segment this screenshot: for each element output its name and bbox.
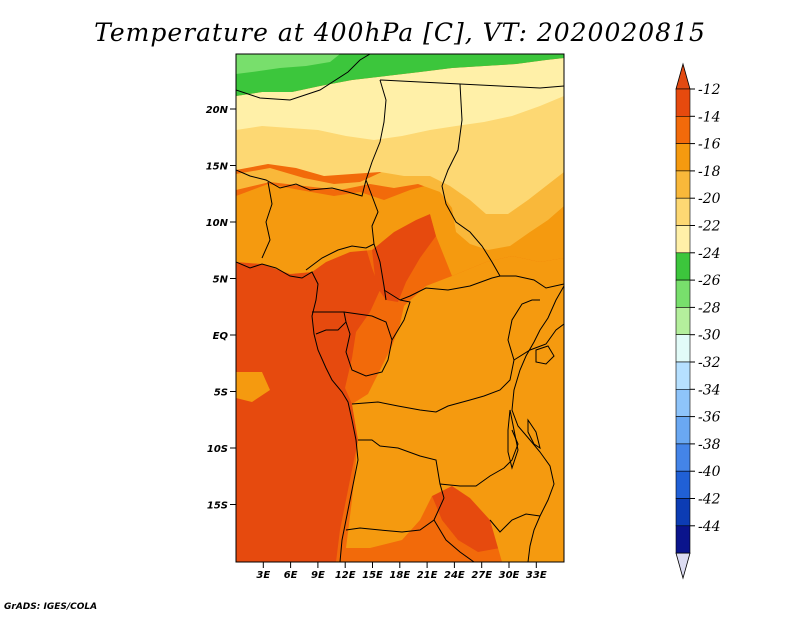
- colorbar-label: -22: [698, 219, 721, 235]
- lon-label: 3E: [256, 570, 270, 581]
- lon-label: 21E: [417, 570, 438, 581]
- credit-label: GrADS: IGES/COLA: [4, 602, 98, 612]
- temperature-field: [236, 54, 564, 562]
- field-band-minus-12: [236, 248, 380, 562]
- border: [459, 83, 564, 89]
- colorbar-segment: [675, 197, 691, 226]
- border: [379, 79, 564, 289]
- lon-label: 6E: [284, 570, 298, 581]
- border: [489, 513, 541, 533]
- colorbar-label: -18: [698, 164, 721, 180]
- lake-outline: [535, 345, 555, 365]
- lon-label: 9E: [311, 570, 325, 581]
- lat-label: EQ: [213, 331, 229, 342]
- border: [358, 439, 445, 499]
- colorbar-label: -14: [698, 109, 721, 125]
- country-borders: [236, 54, 564, 562]
- colorbar-label: -20: [698, 191, 721, 207]
- lat-label: 10N: [206, 218, 229, 229]
- border: [383, 275, 501, 301]
- field-band-minus-24: [236, 54, 564, 96]
- lat-label: 10S: [207, 444, 228, 455]
- lake-outline: [507, 409, 519, 470]
- colorbar-label: -34: [698, 382, 721, 398]
- border: [433, 519, 475, 562]
- lat-label: 15N: [206, 162, 229, 173]
- lat-label: 5S: [214, 388, 228, 399]
- field-band-minus-16: [236, 372, 270, 402]
- colorbar-label: -36: [698, 410, 721, 426]
- colorbar-segment: [675, 170, 691, 199]
- colorbar-segment: [675, 443, 691, 472]
- lon-label: 18E: [389, 570, 410, 581]
- colorbar-segment: [675, 143, 691, 172]
- border: [365, 79, 387, 301]
- colorbar-label: -42: [698, 492, 721, 508]
- colorbar-segment: [675, 416, 691, 445]
- colorbar-label: -12: [698, 82, 721, 98]
- field-band-minus-22: [236, 58, 564, 140]
- colorbar-segment: [675, 334, 691, 363]
- colorbar-label: -32: [698, 355, 721, 371]
- border: [305, 243, 375, 271]
- colorbar-label: -28: [698, 300, 721, 316]
- lon-label: 27E: [471, 570, 492, 581]
- lat-label: 20N: [206, 105, 229, 116]
- border: [343, 311, 393, 377]
- lon-label: 30E: [499, 570, 520, 581]
- lake-outline: [527, 418, 541, 450]
- colorbar-segment: [675, 116, 691, 144]
- colorbar-segment: [675, 361, 691, 390]
- border: [236, 54, 371, 101]
- lat-label: 15S: [207, 501, 228, 512]
- colorbar-label: -26: [698, 273, 721, 289]
- longitude-axis: 3E 6E 9E 12E 15E 18E 21E 24E 27E 30E 33E: [256, 562, 547, 581]
- chart-title: Temperature at 400hPa [C], VT: 202002081…: [94, 18, 706, 47]
- colorbar-segment: [675, 470, 691, 499]
- lon-label: 15E: [362, 570, 383, 581]
- colorbar-bottom-triangle: [675, 552, 691, 580]
- coastline: [236, 261, 359, 562]
- border: [236, 169, 367, 197]
- border: [513, 323, 564, 361]
- colorbar-top-triangle: [675, 62, 691, 90]
- colorbar-segment: [675, 279, 691, 308]
- lon-label: 12E: [335, 570, 356, 581]
- border: [261, 181, 273, 259]
- colorbar-segment: [675, 525, 691, 554]
- field-band-minus-12: [432, 486, 500, 552]
- colorbar-label: -24: [698, 246, 721, 262]
- colorbar-segment: [675, 307, 691, 335]
- colorbar-segment: [675, 252, 691, 281]
- colorbar-label: -40: [698, 464, 721, 480]
- lon-label: 33E: [526, 570, 547, 581]
- colorbar-segment: [675, 498, 691, 527]
- border: [391, 299, 411, 341]
- border: [351, 299, 540, 413]
- colorbar-segment: [675, 88, 691, 117]
- colorbar: -12 -14 -16 -18 -20 -22 -24 -26 -28 -30 -32 -34 -36 -…: [675, 62, 721, 580]
- latitude-axis: 20N 15N 10N 5N EQ 5S 10S 15S: [206, 105, 236, 512]
- colorbar-label: -44: [698, 519, 721, 535]
- colorbar-label: -16: [698, 137, 721, 153]
- colorbar-label: -38: [698, 437, 721, 453]
- colorbar-segment: [675, 225, 691, 254]
- lat-label: 5N: [213, 275, 229, 286]
- colorbar-label: -30: [698, 328, 721, 344]
- lon-label: 24E: [444, 570, 465, 581]
- field-band-minus-26: [236, 54, 340, 74]
- colorbar-segment: [675, 388, 691, 417]
- field-band-minus-12: [372, 214, 436, 302]
